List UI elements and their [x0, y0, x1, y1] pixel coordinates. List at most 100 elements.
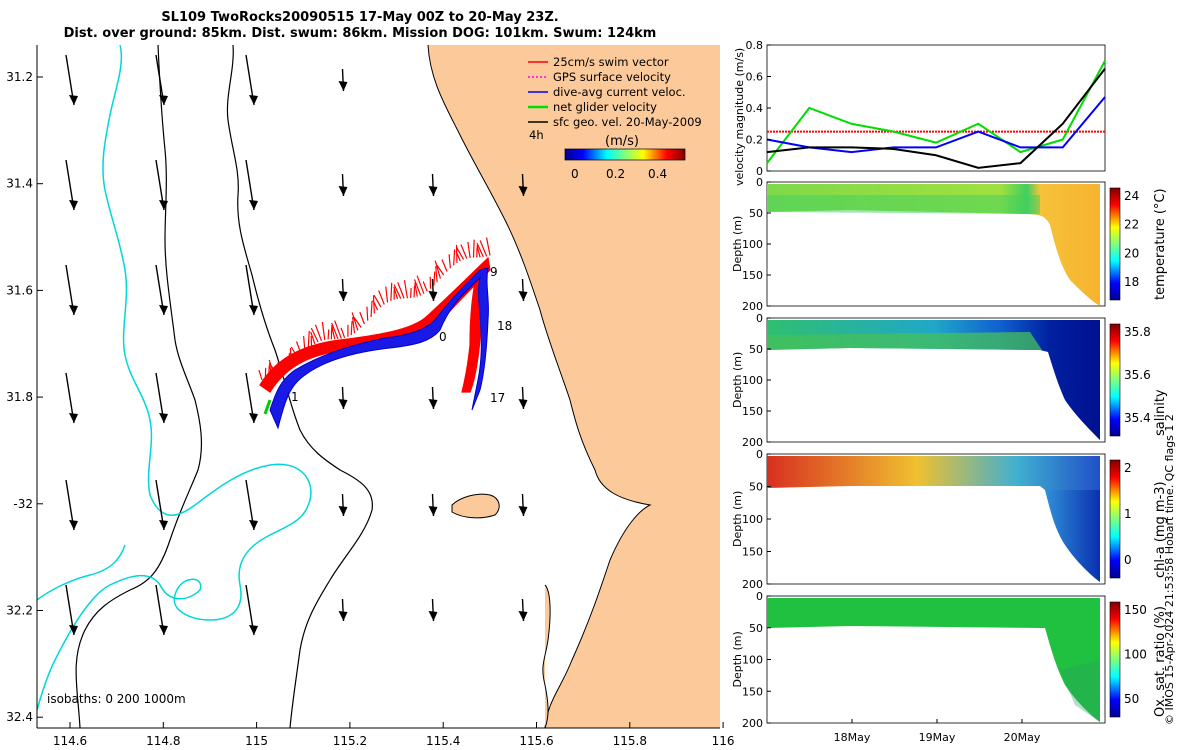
vel-series-line — [766, 96, 1106, 154]
depth-ytick-label: 200 — [742, 300, 763, 313]
vel-ytick-label: 0 — [756, 165, 763, 178]
current-arrow-head — [159, 413, 168, 423]
day-label-1: 1 — [291, 390, 299, 404]
map-ytick-label: 32.2 — [6, 604, 33, 618]
chla-panel — [766, 453, 1106, 585]
depth-ytick-label: 100 — [742, 654, 763, 667]
isobath-legend: isobaths: 0 200 1000m — [47, 692, 186, 706]
depth-ytick-label: 50 — [749, 343, 763, 356]
isobath-0m — [226, 44, 373, 729]
current-arrow-head — [249, 95, 258, 105]
day-label-0: 0 — [439, 330, 447, 344]
map-xtick-label: 114.6 — [53, 734, 87, 748]
colorbar-unit: (m/s) — [605, 134, 639, 149]
current-arrow-head — [428, 506, 438, 516]
colorbar-tick-label: 150 — [1124, 603, 1147, 617]
depth-ytick-label: 50 — [749, 622, 763, 635]
current-arrow-head — [159, 95, 168, 105]
colorbar-tick-label: 50 — [1124, 692, 1139, 706]
current-arrow-head — [428, 291, 438, 301]
legend-swim-vector: 25cm/s swim vector — [553, 55, 669, 69]
vel-ytick-label: 0.8 — [746, 39, 764, 52]
colorbar-tick-label: 2 — [1124, 461, 1132, 475]
depth-ylabel: Depth (m) — [731, 491, 744, 547]
colorbar-label: salinity — [1153, 389, 1168, 436]
colorbar-tick-label: 0 — [1124, 553, 1132, 567]
depth-ytick-label: 150 — [742, 269, 763, 282]
colorbar-tick-0: 0 — [571, 167, 579, 181]
map-xtick-label: 115.8 — [613, 734, 647, 748]
velocity-panel: 0 0.2 0.4 0.6 0.8 velocity magnitude (m/s) — [733, 39, 1106, 186]
map-xtick-label: 116 — [712, 734, 735, 748]
footer-credit: © IMOS 15-Apr-2024 21:53:58 Hobart time.… — [1163, 414, 1176, 725]
colorbar-label: chl-a (mg m-3) — [1153, 481, 1168, 578]
colorbar-tick-label: 1 — [1124, 507, 1132, 521]
vel-ytick-label: 0.2 — [746, 134, 764, 147]
current-arrow-head — [249, 625, 258, 635]
vel-series-line — [766, 60, 1106, 164]
depth-ytick-label: 0 — [756, 176, 763, 189]
current-arrow-head — [159, 520, 168, 530]
current-arrow-head — [338, 506, 348, 516]
chart-title-line1: SL109 TwoRocks20090515 17-May 00Z to 20-… — [161, 10, 559, 25]
colorbar-label: Ox. sat. ratio (%) — [1153, 606, 1168, 717]
depth-ytick-label: 150 — [742, 685, 763, 698]
current-arrow-head — [338, 81, 348, 91]
legend-net-glider: net glider velocity — [553, 100, 657, 114]
depth-ytick-label: 150 — [742, 546, 763, 559]
current-arrow-head — [69, 95, 78, 105]
current-arrow-head — [69, 305, 78, 315]
current-arrow-head — [249, 520, 258, 530]
depth-ylabel: Depth (m) — [731, 352, 744, 408]
day-label-9: 9 — [490, 265, 498, 279]
depth-ytick-label: 200 — [742, 436, 763, 449]
temperature-panel — [766, 181, 1106, 307]
current-arrow-head — [518, 506, 528, 516]
current-arrow-head — [338, 186, 348, 196]
depth-ytick-label: 200 — [742, 717, 763, 730]
current-arrow-head — [69, 625, 78, 635]
depth-ytick-label: 150 — [742, 405, 763, 418]
dive-avg-current-track — [269, 267, 489, 430]
depth-ytick-label: 0 — [756, 590, 763, 603]
current-arrow-head — [518, 186, 528, 196]
map-ytick-label: 32.4 — [6, 710, 33, 724]
colorbar-tick-label: 20 — [1124, 246, 1139, 260]
depth-ytick-label: 200 — [742, 578, 763, 591]
depth-ytick-label: 50 — [749, 481, 763, 494]
depth-ylabel: Depth (m) — [731, 216, 744, 272]
current-arrow-head — [249, 413, 258, 423]
panel-colorbar — [1109, 601, 1121, 718]
map-ytick-label: -32 — [13, 497, 33, 511]
colorbar-tick-label: 35.6 — [1124, 368, 1151, 382]
time-xtick-label: 19May — [919, 731, 956, 744]
isobath-1000m — [75, 44, 203, 729]
time-xtick-label: 20May — [1004, 731, 1041, 744]
legend-gps-velocity: GPS surface velocity — [553, 70, 671, 84]
current-arrow-head — [338, 611, 348, 621]
current-arrow-head — [428, 399, 438, 409]
current-arrow-head — [428, 186, 438, 196]
map-xtick-label: 115.4 — [426, 734, 460, 748]
map-ytick-label: 31.2 — [6, 70, 33, 84]
panel-colorbar — [1109, 187, 1121, 301]
current-arrow-head — [518, 291, 528, 301]
map-ytick-label: 31.4 — [6, 177, 33, 191]
velocity-ylabel: velocity magnitude (m/s) — [733, 48, 746, 186]
coastline — [427, 44, 652, 729]
current-arrow-head — [69, 413, 78, 423]
map-ytick-label: 31.8 — [6, 390, 33, 404]
colorbar-tick-label: 24 — [1124, 189, 1139, 203]
oxygen-panel — [766, 595, 1106, 724]
map-ytick-label: 31.6 — [6, 283, 33, 297]
day-label-17: 17 — [490, 391, 505, 405]
map-xtick-label: 115.6 — [519, 734, 553, 748]
map-legend: 25cm/s swim vector GPS surface velocity … — [528, 55, 702, 181]
panel-colorbar — [1109, 459, 1121, 579]
depth-ytick-label: 100 — [742, 513, 763, 526]
legend-sfc-geo: sfc geo. vel. 20-May-2009 — [553, 115, 702, 129]
colorbar-tick-0.4: 0.4 — [648, 167, 667, 181]
current-arrow-head — [518, 399, 528, 409]
current-arrow-head — [428, 611, 438, 621]
map-xtick-label: 115.2 — [333, 734, 367, 748]
